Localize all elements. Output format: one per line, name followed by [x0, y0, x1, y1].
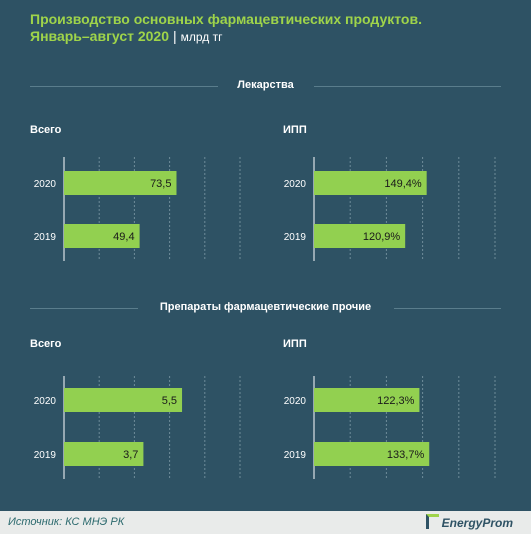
data-label: 49,4: [113, 231, 134, 243]
subchart-label-ipp-1: ИПП: [283, 124, 307, 136]
category-label: 2019: [284, 450, 307, 461]
bar-2019: [64, 224, 140, 248]
bar-2020: [64, 388, 183, 412]
section-title-other-preparations: Препараты фармацевтические прочие: [159, 301, 372, 313]
category-label: 2020: [34, 179, 57, 190]
source-label: Источник: КС МНЭ РК: [8, 516, 125, 528]
subchart-label-ipp-2: ИПП: [283, 338, 307, 350]
data-label: 133,7%: [387, 449, 425, 461]
data-label: 73,5: [150, 178, 171, 190]
bar-2020: [64, 171, 177, 195]
category-label: 2019: [34, 232, 57, 243]
category-label: 2020: [284, 396, 307, 407]
data-label: 149,4%: [384, 178, 422, 190]
category-label: 2020: [284, 179, 307, 190]
subchart-label-total-2: Всего: [30, 338, 62, 350]
bar-2019: [314, 224, 406, 248]
category-label: 2019: [34, 450, 57, 461]
logo-text: EnergyProm: [441, 516, 513, 530]
chart-title-line1: Производство основных фармацевтических п…: [30, 11, 422, 27]
section-divider-gap-2: [138, 307, 394, 310]
data-label: 5,5: [162, 395, 177, 407]
bar-2020: [314, 388, 420, 412]
category-label: 2019: [284, 232, 307, 243]
unit-label: млрд тг: [180, 30, 223, 44]
data-label: 122,3%: [377, 395, 415, 407]
data-label: 3,7: [123, 449, 138, 461]
subchart-label-total-1: Всего: [30, 124, 62, 136]
category-label: 2020: [34, 396, 57, 407]
section-title-medicines: Лекарства: [237, 79, 294, 91]
logo-mark-icon: [425, 514, 439, 529]
footer-bar: Источник: КС МНЭ РК EnergyProm: [0, 511, 531, 534]
bar-2019: [64, 442, 144, 466]
data-label: 120,9%: [363, 231, 401, 243]
chart-title-period: Январь–август 2020: [30, 28, 170, 44]
bar-2020: [314, 171, 427, 195]
brand-logo: EnergyProm: [425, 514, 513, 530]
title-separator: |: [173, 28, 177, 44]
section-divider-gap-1: [218, 85, 314, 88]
bar-2019: [314, 442, 430, 466]
chart-title-line2: Январь–август 2020 | млрд тг: [30, 28, 223, 44]
